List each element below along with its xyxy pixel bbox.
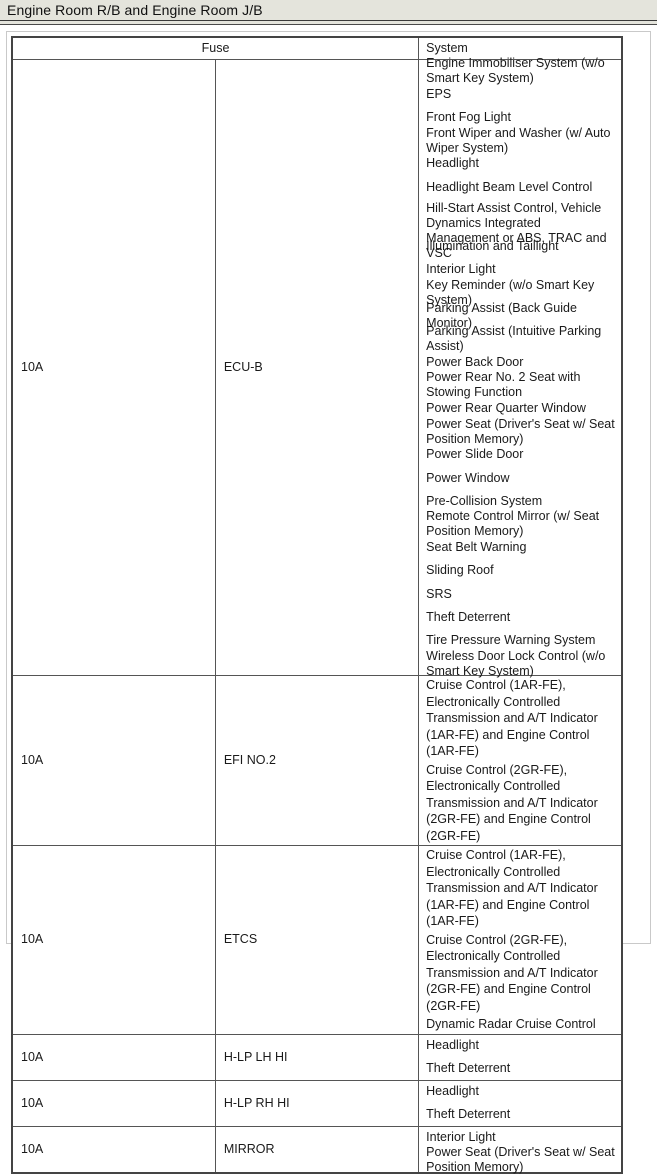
system-list-item: Theft Deterrent [426, 1060, 511, 1075]
system-list-item: Power Seat (Driver's Seat w/ Seat Positi… [426, 416, 615, 446]
fuse-amperage-cell: 10A [11, 1125, 216, 1174]
system-list-item: Cruise Control (1AR-FE), Electronically … [426, 848, 598, 929]
system-list: Cruise Control (1AR-FE), Electronically … [419, 676, 621, 845]
system-list-item: Remote Control Mirror (w/ Seat Position … [426, 509, 600, 539]
system-list: Interior Light Power Seat (Driver's Seat … [419, 1127, 621, 1175]
table-row: 10A EFI NO.2 Cruise Control (1AR-FE), Elec… [11, 675, 623, 847]
system-list-item: Power Seat (Driver's Seat w/ Seat Positi… [426, 1145, 615, 1175]
title-separator [0, 21, 657, 25]
system-list-cell: Headlight Theft Deterrent [418, 1033, 623, 1081]
system-list-item: Wireless Door Lock Control (w/o Smart Ke… [426, 648, 606, 678]
system-list-item: Headlight [426, 1038, 479, 1053]
fuse-table-container: Fuse System 10A ECU-B Engine Immobiliser S… [11, 36, 631, 1174]
system-list-item: Illumination and Taillight [426, 238, 559, 253]
fuse-name-cell: EFI NO.2 [214, 675, 420, 847]
system-list-item: Front Wiper and Washer (w/ Auto Wiper Sy… [426, 125, 611, 155]
system-list-item: Headlight [426, 1084, 479, 1099]
system-list-item: Engine Immobiliser System (w/o Smart Key… [426, 56, 605, 86]
system-list-item: Power Rear Quarter Window [426, 401, 586, 416]
column-header-system: System [418, 36, 623, 60]
table-header-row: Fuse System [11, 36, 623, 60]
table-row: 10A ETCS Cruise Control (1AR-FE), Electron… [11, 845, 623, 1035]
fuse-amperage-cell: 10A [11, 1033, 216, 1081]
table-body: 10A ECU-B Engine Immobiliser System (w/o S… [11, 56, 623, 1175]
table-row: 10A MIRROR Interior Light Power Seat (Drive… [11, 1125, 623, 1175]
system-list-item: Interior Light [426, 261, 496, 276]
system-list-item: Cruise Control (1AR-FE), Electronically … [426, 678, 598, 759]
system-list-cell: Headlight Theft Deterrent [418, 1079, 623, 1127]
table-header: Fuse System [11, 36, 623, 60]
table-row: 10A ECU-B Engine Immobiliser System (w/o S… [11, 56, 623, 678]
system-list-item: Headlight [426, 156, 479, 171]
fuse-name-cell: H-LP LH HI [214, 1033, 420, 1081]
system-list-item: Parking Assist (Back Guide Monitor) [426, 300, 577, 330]
fuse-name-cell: ETCS [214, 845, 420, 1035]
fuse-name-cell: H-LP RH HI [214, 1079, 420, 1127]
fuse-system-table: Fuse System 10A ECU-B Engine Immobiliser S… [11, 36, 623, 1174]
system-list-item: Cruise Control (2GR-FE), Electronically … [426, 762, 598, 843]
column-header-fuse: Fuse [11, 36, 420, 60]
system-list-item: Key Reminder (w/o Smart Key System) [426, 277, 595, 307]
system-list-cell: Interior Light Power Seat (Driver's Seat … [418, 1125, 623, 1175]
system-list-item: Power Window [426, 470, 510, 485]
fuse-name-cell: ECU-B [214, 58, 420, 677]
system-list-item: Seat Belt Warning [426, 540, 527, 555]
fuse-name-cell: MIRROR [214, 1125, 420, 1174]
document-page: Fuse System 10A ECU-B Engine Immobiliser S… [0, 25, 657, 1174]
fuse-amperage-cell: 10A [11, 845, 216, 1035]
page-title: Engine Room R/B and Engine Room J/B [7, 2, 263, 18]
system-list: Headlight Theft Deterrent [419, 1035, 621, 1080]
system-list-item: Front Fog Light [426, 109, 511, 124]
table-row: 10A H-LP RH HI Headlight Theft Deterrent [11, 1079, 623, 1127]
system-list-item: Sliding Roof [426, 563, 494, 578]
window-title-bar: Engine Room R/B and Engine Room J/B [0, 0, 657, 21]
table-row: 10A H-LP LH HI Headlight Theft Deterrent [11, 1033, 623, 1081]
fuse-amperage-cell: 10A [11, 675, 216, 847]
system-list-item: Power Back Door [426, 354, 524, 369]
system-list-item: Headlight Beam Level Control [426, 179, 593, 194]
system-list-item: Power Rear No. 2 Seat with Stowing Funct… [426, 370, 581, 400]
system-list-item: Interior Light [426, 1130, 496, 1145]
system-list-cell: Cruise Control (1AR-FE), Electronically … [418, 845, 623, 1035]
system-list-cell: Engine Immobiliser System (w/o Smart Key… [418, 56, 623, 678]
system-list-item: SRS [426, 586, 452, 601]
fuse-amperage-cell: 10A [11, 58, 216, 677]
system-list: Engine Immobiliser System (w/o Smart Key… [419, 56, 621, 678]
system-list-item: Theft Deterrent [426, 1106, 511, 1121]
system-list-item: Dynamic Radar Cruise Control [426, 1017, 596, 1032]
system-list-item: EPS [426, 86, 452, 101]
system-list: Cruise Control (1AR-FE), Electronically … [419, 846, 621, 1034]
system-list-cell: Cruise Control (1AR-FE), Electronically … [418, 675, 623, 847]
system-list-item: Cruise Control (2GR-FE), Electronically … [426, 932, 598, 1013]
system-list-item: Power Slide Door [426, 447, 524, 462]
system-list-item: Tire Pressure Warning System [426, 632, 596, 647]
system-list: Headlight Theft Deterrent [419, 1081, 621, 1126]
system-list-item: Parking Assist (Intuitive Parking Assist… [426, 323, 602, 353]
system-list-item: Theft Deterrent [426, 609, 511, 624]
fuse-amperage-cell: 10A [11, 1079, 216, 1127]
system-list-item: Pre-Collision System [426, 493, 543, 508]
system-list-item: Hill-Start Assist Control, Vehicle Dynam… [426, 200, 607, 260]
